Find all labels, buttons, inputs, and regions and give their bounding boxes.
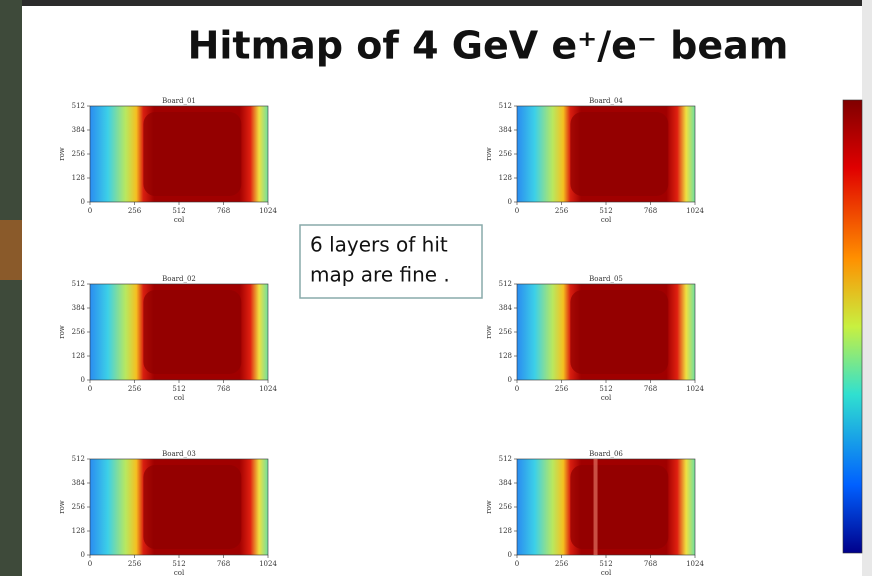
y-tick-label: 256	[72, 503, 86, 511]
x-axis-label: col	[601, 216, 612, 224]
y-tick-label: 128	[499, 174, 512, 182]
note-line: map are fine .	[310, 263, 450, 287]
y-tick-label: 384	[499, 126, 513, 134]
x-axis-label: col	[174, 394, 185, 402]
x-tick-label: 512	[172, 207, 185, 215]
y-tick-label: 384	[72, 126, 86, 134]
y-tick-label: 384	[72, 479, 86, 487]
note-line: 6 layers of hit	[310, 233, 448, 257]
x-tick-label: 256	[128, 385, 142, 393]
y-tick-label: 0	[81, 376, 85, 384]
y-tick-label: 256	[499, 328, 513, 336]
y-tick-label: 0	[508, 551, 512, 559]
y-axis-label: row	[485, 500, 493, 514]
x-tick-label: 1024	[686, 385, 704, 393]
y-tick-label: 512	[72, 280, 85, 288]
x-tick-label: 512	[172, 385, 185, 393]
x-tick-label: 512	[172, 560, 185, 568]
y-tick-label: 384	[499, 304, 513, 312]
y-tick-label: 128	[72, 352, 85, 360]
x-tick-label: 768	[217, 385, 230, 393]
x-tick-label: 256	[555, 385, 569, 393]
y-axis-label: row	[58, 147, 66, 161]
y-tick-label: 384	[499, 479, 513, 487]
x-tick-label: 1024	[686, 207, 704, 215]
y-tick-label: 0	[81, 551, 85, 559]
x-tick-label: 768	[644, 385, 657, 393]
y-axis-label: row	[58, 325, 66, 339]
slide-photo: Hitmap of 4 GeV e⁺/e⁻ beam 6 layers of h…	[0, 0, 872, 576]
panel-title: Board_02	[162, 275, 196, 283]
y-tick-label: 256	[499, 503, 513, 511]
x-tick-label: 768	[217, 560, 230, 568]
y-axis-label: row	[485, 147, 493, 161]
y-tick-label: 128	[499, 352, 512, 360]
y-tick-label: 0	[508, 376, 512, 384]
x-tick-label: 0	[515, 207, 519, 215]
y-axis-label: row	[485, 325, 493, 339]
x-tick-label: 256	[128, 207, 142, 215]
y-tick-label: 512	[499, 102, 512, 110]
dead-column	[594, 459, 598, 555]
y-tick-label: 512	[72, 102, 85, 110]
x-tick-label: 1024	[259, 207, 277, 215]
x-tick-label: 0	[88, 207, 92, 215]
x-tick-label: 256	[128, 560, 142, 568]
panel-title: Board_04	[589, 97, 623, 105]
heatmap-core	[570, 290, 668, 374]
heatmap-core	[143, 112, 241, 196]
panel-title: Board_01	[162, 97, 196, 105]
panel-title: Board_05	[589, 275, 623, 283]
y-axis-label: row	[58, 500, 66, 514]
panel-title: Board_06	[589, 450, 623, 458]
heatmap-core	[570, 465, 668, 549]
top-strip	[0, 0, 872, 6]
x-tick-label: 0	[88, 385, 92, 393]
x-axis-label: col	[174, 216, 185, 224]
y-tick-label: 128	[499, 527, 512, 535]
y-tick-label: 256	[72, 328, 86, 336]
x-axis-label: col	[601, 394, 612, 402]
x-tick-label: 512	[599, 207, 612, 215]
colorbar	[843, 100, 862, 553]
y-tick-label: 128	[72, 174, 85, 182]
y-tick-label: 384	[72, 304, 86, 312]
right-strip	[862, 0, 872, 576]
x-tick-label: 1024	[259, 560, 277, 568]
x-tick-label: 512	[599, 385, 612, 393]
x-tick-label: 0	[515, 385, 519, 393]
y-tick-label: 512	[499, 455, 512, 463]
x-tick-label: 256	[555, 560, 569, 568]
x-tick-label: 768	[217, 207, 230, 215]
x-tick-label: 0	[515, 560, 519, 568]
x-tick-label: 256	[555, 207, 569, 215]
y-tick-label: 512	[499, 280, 512, 288]
slide-title: Hitmap of 4 GeV e⁺/e⁻ beam	[188, 24, 789, 68]
y-tick-label: 0	[81, 198, 85, 206]
heatmap-core	[570, 112, 668, 196]
x-tick-label: 0	[88, 560, 92, 568]
y-tick-label: 128	[72, 527, 85, 535]
y-tick-label: 512	[72, 455, 85, 463]
heatmap-core	[143, 290, 241, 374]
x-tick-label: 512	[599, 560, 612, 568]
panel-title: Board_03	[162, 450, 196, 458]
x-tick-label: 1024	[686, 560, 704, 568]
x-tick-label: 1024	[259, 385, 277, 393]
x-tick-label: 768	[644, 560, 657, 568]
x-axis-label: col	[174, 569, 185, 576]
y-tick-label: 256	[72, 150, 86, 158]
heatmap-core	[143, 465, 241, 549]
x-tick-label: 768	[644, 207, 657, 215]
x-axis-label: col	[601, 569, 612, 576]
y-tick-label: 0	[508, 198, 512, 206]
left-strip	[0, 0, 22, 576]
y-tick-label: 256	[499, 150, 513, 158]
left-strip-detail	[0, 220, 22, 280]
